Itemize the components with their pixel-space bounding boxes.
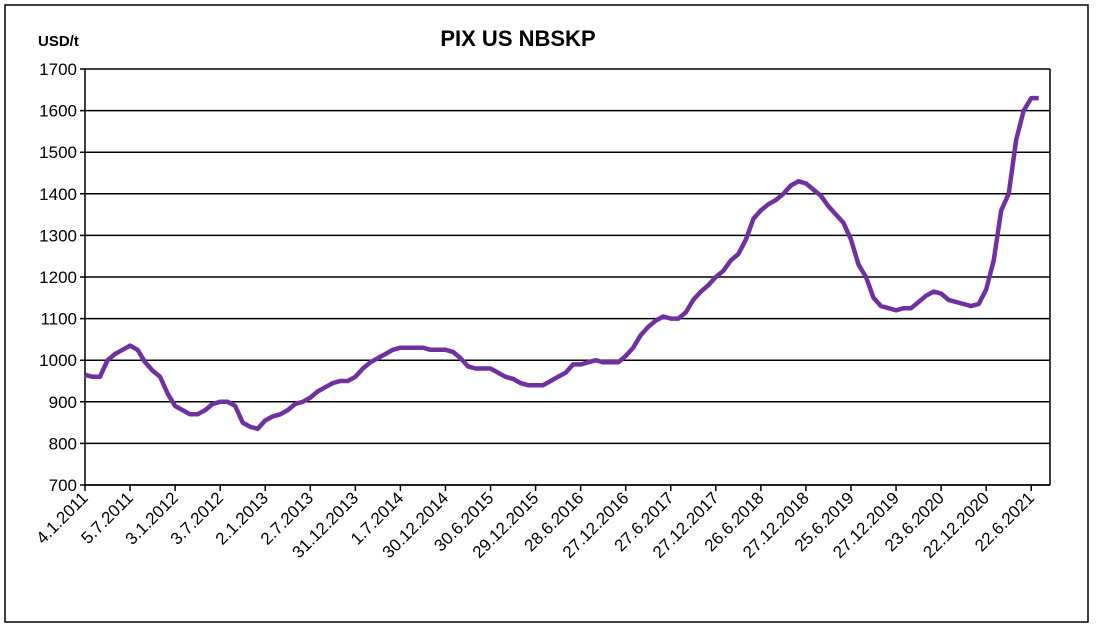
y-tick-label: 700 (49, 476, 77, 495)
frame (4, 4, 1089, 623)
y-tick-label: 1500 (39, 143, 77, 162)
y-tick-label: 1100 (40, 310, 77, 329)
y-tick-label: 800 (49, 434, 77, 453)
y-tick-label: 1700 (39, 60, 77, 79)
series-line (84, 95, 1039, 432)
y-tick-label: 1200 (39, 268, 77, 287)
y-tick-label: 1300 (39, 226, 77, 245)
y-tick-label: 1600 (39, 102, 77, 121)
y-tick-label: 900 (49, 393, 77, 412)
chart-title: PIX US NBSKP (440, 26, 595, 51)
y-tick-label: 1000 (39, 351, 77, 370)
y-tick-label: 1400 (39, 185, 77, 204)
y-axis-label: USD/t (38, 33, 79, 50)
